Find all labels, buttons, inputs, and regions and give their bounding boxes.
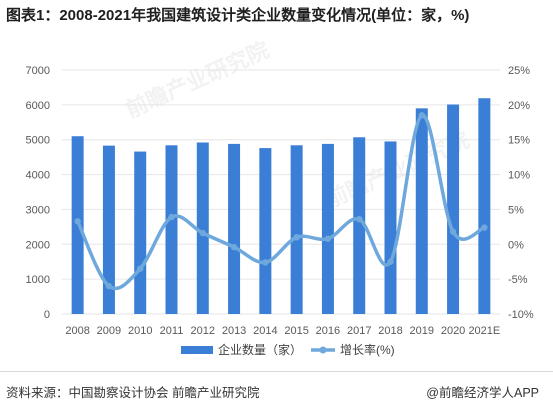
- bar-2016: [321, 143, 334, 314]
- x-axis: 2008 2009 2010 2011 2012 2013 2014 2015 2016 2017…: [65, 325, 500, 337]
- bar-2019: [415, 108, 428, 314]
- legend-bar-label: 企业数量（家）: [218, 342, 302, 357]
- point-2010: [137, 265, 144, 272]
- x-tick-label-2017: 2017: [347, 325, 371, 337]
- x-tick-label-2020: 2020: [441, 325, 465, 337]
- point-2021E: [481, 224, 488, 231]
- x-tick-label-2010: 2010: [128, 325, 152, 337]
- y2-tick-label-5: 15%: [508, 135, 530, 147]
- y2-tick-label-1: -5%: [508, 274, 528, 286]
- x-tick-label-2009: 2009: [97, 325, 121, 337]
- point-2017: [356, 215, 363, 223]
- point-2011: [168, 213, 175, 221]
- bar-2020: [447, 104, 460, 314]
- point-2014: [262, 259, 269, 266]
- y-tick-label-4: 4000: [26, 170, 50, 182]
- chart-title: 图表1：2008-2021年我国建筑设计类企业数量变化情况(单位：家，%): [6, 7, 470, 24]
- bar-2017: [353, 137, 366, 314]
- point-2019: [418, 112, 425, 119]
- legend: 企业数量（家） 增长率(%): [181, 342, 395, 357]
- y-tick-label-3: 3000: [26, 204, 50, 216]
- x-tick-label-2016: 2016: [316, 325, 340, 337]
- left-axis: 0 1000 2000 3000 4000 5000 6000 7000: [26, 65, 50, 321]
- bar-2014: [259, 148, 272, 314]
- bar-2009: [102, 145, 115, 314]
- bar-2021E: [478, 98, 491, 314]
- point-2012: [199, 229, 206, 237]
- x-tick-label-2012: 2012: [191, 325, 215, 337]
- bar-2013: [228, 143, 241, 314]
- bar-2015: [290, 145, 303, 314]
- x-tick-label-2014: 2014: [253, 325, 277, 337]
- point-2009: [105, 282, 113, 290]
- point-2008: [74, 218, 81, 225]
- x-tick-label-2019: 2019: [410, 325, 434, 337]
- line-series: [74, 112, 488, 291]
- y2-tick-label-3: 5%: [508, 204, 524, 216]
- right-axis: -10% -5% 0% 5% 10% 15% 20% 25%: [508, 65, 534, 321]
- legend-line-label: 增长率(%): [340, 342, 395, 357]
- watermark-text-0: 前瞻产业研究院: [122, 37, 273, 122]
- y-tick-label-5: 5000: [26, 135, 50, 147]
- source-note: 资料来源：中国勘察设计协会 前瞻产业研究院: [6, 386, 260, 400]
- legend-bar-swatch: [181, 346, 213, 354]
- y-tick-label-7: 7000: [26, 65, 50, 77]
- point-2013: [230, 243, 238, 251]
- bar-2010: [134, 151, 147, 314]
- y2-tick-label-2: 0%: [508, 239, 524, 251]
- y-tick-label-2: 2000: [26, 239, 50, 251]
- y-tick-label-0: 0: [44, 309, 50, 321]
- legend-line-marker: [319, 346, 327, 354]
- credit-note: @前瞻经济学人APP: [426, 386, 539, 400]
- y-tick-label-6: 6000: [26, 100, 50, 112]
- point-2015: [293, 234, 300, 241]
- bar-2012: [196, 142, 209, 314]
- x-tick-label-2021E: 2021E: [468, 325, 500, 337]
- y2-tick-label-7: 25%: [508, 65, 530, 77]
- y2-tick-label-0: -10%: [508, 309, 534, 321]
- x-tick-label-2013: 2013: [222, 325, 246, 337]
- point-2020: [449, 228, 457, 235]
- x-tick-label-2018: 2018: [378, 325, 402, 337]
- x-tick-label-2008: 2008: [65, 325, 89, 337]
- point-2018: [387, 258, 394, 265]
- y2-tick-label-6: 20%: [508, 100, 530, 112]
- y2-tick-label-4: 10%: [508, 170, 530, 182]
- x-tick-label-2015: 2015: [284, 325, 308, 337]
- bar-2018: [384, 141, 397, 314]
- bar-series: [71, 98, 491, 314]
- x-tick-label-2011: 2011: [160, 325, 184, 337]
- footer-divider: [0, 371, 553, 372]
- point-2016: [324, 235, 332, 242]
- bar-2011: [165, 145, 178, 314]
- y-tick-label-1: 1000: [26, 274, 50, 286]
